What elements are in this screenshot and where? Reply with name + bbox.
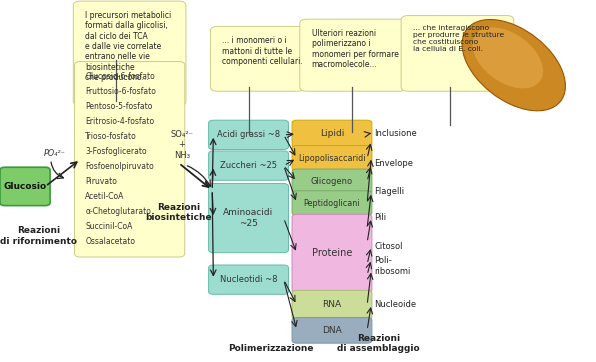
FancyBboxPatch shape	[292, 191, 372, 215]
Text: Nucleoide: Nucleoide	[374, 300, 417, 308]
FancyBboxPatch shape	[209, 120, 288, 150]
FancyBboxPatch shape	[73, 1, 186, 106]
Text: Peptidoglicani: Peptidoglicani	[304, 199, 360, 207]
Text: Pentoso-5-fosfato: Pentoso-5-fosfato	[85, 102, 153, 111]
Text: Glicogeno: Glicogeno	[311, 177, 353, 186]
Text: Lipidi: Lipidi	[320, 130, 344, 138]
Text: Inclusione: Inclusione	[374, 129, 417, 138]
Text: Pili: Pili	[374, 213, 386, 222]
Text: Glucosio-6-fosfato: Glucosio-6-fosfato	[85, 72, 155, 81]
Text: Acidi grassi ~8: Acidi grassi ~8	[217, 130, 280, 139]
Ellipse shape	[462, 20, 566, 111]
Text: Nucleotidi ~8: Nucleotidi ~8	[220, 275, 277, 284]
Text: Reazioni
biosintetiche: Reazioni biosintetiche	[145, 203, 212, 222]
FancyBboxPatch shape	[292, 317, 372, 343]
Text: Ulteriori reazioni
polimerizzano i
monomeri per formare
macromolecole...: Ulteriori reazioni polimerizzano i monom…	[312, 29, 399, 69]
Text: Glucosio: Glucosio	[4, 182, 46, 191]
Text: Acetil-CoA: Acetil-CoA	[85, 192, 125, 201]
Text: SO₄²⁻
+
NH₃: SO₄²⁻ + NH₃	[170, 130, 193, 160]
Text: Envelope: Envelope	[374, 160, 413, 168]
FancyBboxPatch shape	[209, 265, 288, 294]
Text: RNA: RNA	[322, 300, 342, 310]
FancyBboxPatch shape	[0, 167, 50, 206]
FancyBboxPatch shape	[74, 62, 185, 257]
Text: ... che interagiscono
per produrre le strutture
che costituiscono
la cellula di : ... che interagiscono per produrre le st…	[413, 25, 504, 52]
Text: Trioso-fosfato: Trioso-fosfato	[85, 132, 137, 141]
Text: Flagelli: Flagelli	[374, 188, 405, 196]
FancyBboxPatch shape	[401, 16, 514, 91]
Text: 3-Fosfoglicerato: 3-Fosfoglicerato	[85, 147, 147, 156]
FancyBboxPatch shape	[300, 19, 406, 91]
FancyBboxPatch shape	[292, 146, 372, 171]
Text: Succinil-CoA: Succinil-CoA	[85, 222, 132, 231]
Text: Aminoacidi
~25: Aminoacidi ~25	[224, 209, 274, 228]
Text: Poli-
ribosomi: Poli- ribosomi	[374, 256, 411, 276]
Text: α-Chetoglutarato: α-Chetoglutarato	[85, 207, 151, 216]
FancyBboxPatch shape	[292, 120, 372, 148]
Text: PO₄²⁻: PO₄²⁻	[44, 150, 66, 158]
FancyBboxPatch shape	[209, 184, 288, 253]
FancyBboxPatch shape	[292, 169, 372, 194]
FancyBboxPatch shape	[292, 214, 372, 292]
Text: ... i monomeri o i
mattoni di tutte le
componenti cellulari.: ... i monomeri o i mattoni di tutte le c…	[222, 36, 303, 66]
FancyBboxPatch shape	[292, 290, 372, 320]
Text: Ossalacetato: Ossalacetato	[85, 237, 135, 246]
Text: Reazioni
di rifornimento: Reazioni di rifornimento	[0, 226, 77, 246]
Text: Eritrosio-4-fosfato: Eritrosio-4-fosfato	[85, 117, 154, 126]
Text: DNA: DNA	[322, 326, 342, 335]
Text: Proteine: Proteine	[312, 248, 352, 258]
Text: Reazioni
di assemblaggio: Reazioni di assemblaggio	[337, 333, 420, 353]
Text: I precursori metabolici
formati dalla glicolisi,
dal ciclo dei TCA
e dalle vie c: I precursori metabolici formati dalla gl…	[85, 11, 172, 82]
FancyBboxPatch shape	[210, 26, 305, 91]
Text: Piruvato: Piruvato	[85, 177, 117, 186]
Ellipse shape	[473, 28, 543, 88]
Text: Citosol: Citosol	[374, 242, 403, 251]
Text: Fruttosio-6-fosfato: Fruttosio-6-fosfato	[85, 87, 156, 96]
Text: Fosfoenolpiruvato: Fosfoenolpiruvato	[85, 162, 154, 171]
Text: Lipopolisaccaridi: Lipopolisaccaridi	[298, 154, 366, 163]
Text: Polimerizzazione: Polimerizzazione	[228, 344, 314, 353]
Text: Zuccheri ~25: Zuccheri ~25	[220, 161, 277, 170]
FancyBboxPatch shape	[209, 151, 288, 180]
